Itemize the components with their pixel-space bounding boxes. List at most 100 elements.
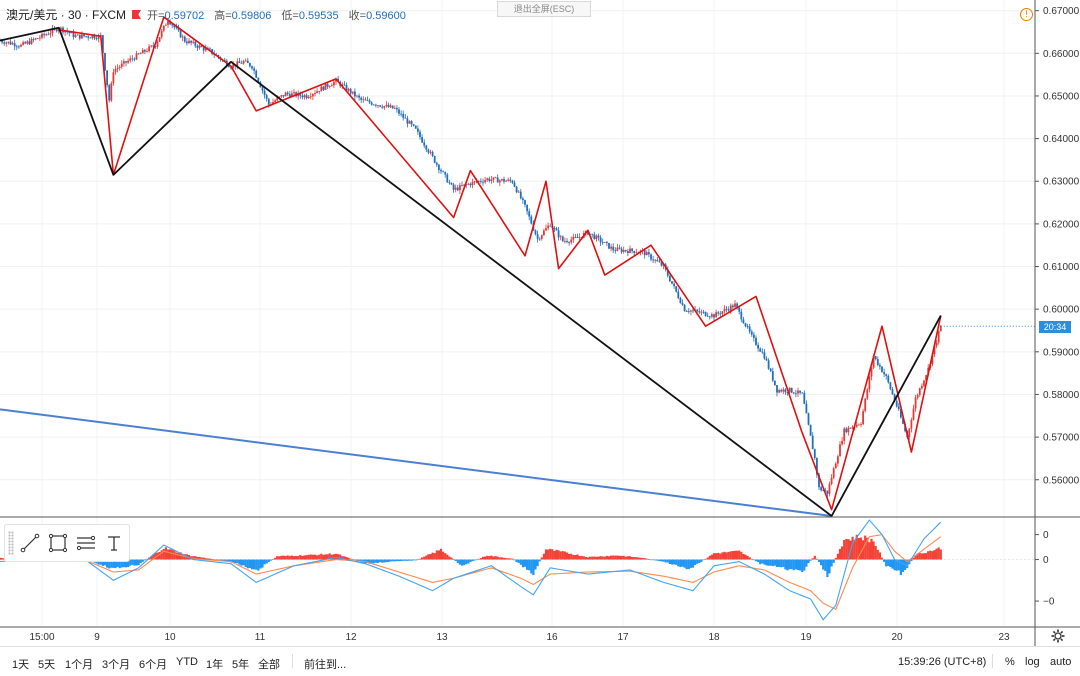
candle-body (372, 104, 375, 106)
candle-body (93, 35, 96, 39)
candle-body (423, 142, 426, 146)
macd-signal-line (0, 534, 942, 611)
candle-body (51, 28, 54, 34)
macd-histogram-bar (666, 559, 669, 563)
candle-body (7, 41, 10, 43)
flag-icon[interactable] (132, 10, 142, 19)
candle-body (494, 177, 497, 179)
candle-body (114, 69, 117, 73)
macd-histogram-bar (675, 559, 678, 565)
text-tool[interactable] (100, 529, 128, 557)
macd-y-tick-label: −0 (1043, 597, 1055, 608)
macd-histogram-bar (862, 540, 865, 560)
candle-body (5, 42, 8, 44)
macd-histogram-bar (171, 549, 174, 560)
exit-fullscreen-button[interactable]: 退出全屏(ESC) (497, 1, 591, 17)
candle-body (515, 186, 518, 193)
candle-body (750, 331, 753, 335)
macd-histogram-bar (475, 559, 478, 561)
range-1m-button[interactable]: 1个月 (65, 659, 94, 671)
candle-body (175, 27, 178, 29)
candle-body (347, 89, 350, 91)
candle-body (606, 241, 608, 243)
macd-histogram-bar (792, 559, 795, 571)
macd-histogram-bar (696, 559, 699, 564)
macd-histogram-bar (824, 559, 827, 571)
candle-body (400, 113, 402, 115)
range-ytd-button[interactable]: YTD (176, 656, 198, 668)
macd-histogram-bar (870, 538, 873, 560)
macd-histogram-bar (807, 559, 810, 564)
candle-body (797, 390, 799, 394)
range-5d-button[interactable]: 5天 (38, 659, 56, 671)
chart-area[interactable]: 0.67000 0.66000 0.65000 0.64000 0.63000 0.620… (0, 0, 1080, 646)
macd-histogram-bar (717, 552, 720, 560)
auto-toggle[interactable]: auto (1050, 656, 1072, 668)
candle-body (377, 105, 379, 107)
rectangle-tool[interactable] (44, 529, 72, 557)
candle-body (104, 52, 106, 71)
macd-histogram-bar (490, 555, 493, 560)
candle-body (755, 337, 757, 345)
candle-body (251, 66, 253, 69)
goto-date-button[interactable]: 前往到... (304, 659, 347, 671)
range-5y-button[interactable]: 5年 (232, 659, 250, 671)
drag-handle[interactable] (8, 531, 14, 555)
macd-histogram-bar (918, 552, 921, 560)
macd-histogram-bar (899, 559, 902, 576)
candle-body (729, 305, 732, 311)
trend-line-tool[interactable] (16, 529, 44, 557)
candle-body (706, 315, 709, 317)
macd-histogram-bar (223, 559, 226, 562)
candle-body (809, 424, 812, 436)
candle-body (74, 35, 77, 37)
range-all-button[interactable]: 全部 (258, 659, 280, 671)
candle-body (933, 345, 936, 355)
y-tick-label: 0.67000 (1043, 6, 1080, 17)
candle-body (125, 61, 127, 63)
fib-tool[interactable] (72, 529, 100, 557)
log-toggle[interactable]: log (1025, 656, 1040, 668)
candle-body (507, 179, 510, 181)
macd-histogram-bar (435, 550, 438, 560)
candle-body (391, 105, 394, 109)
range-1y-button[interactable]: 1年 (206, 659, 224, 671)
candle-body (393, 108, 396, 109)
macd-histogram-bar (595, 556, 598, 560)
warning-icon[interactable]: ! (1020, 8, 1033, 21)
candle-body (431, 151, 434, 157)
candle-body (129, 58, 132, 61)
candle-body (788, 387, 791, 393)
candle-body (870, 367, 873, 377)
candle-body (622, 249, 625, 252)
settings-gear-icon[interactable] (1051, 629, 1065, 643)
candle-body (509, 179, 512, 181)
candle-body (364, 99, 367, 101)
x-tick-label: 23 (998, 632, 1010, 643)
percent-toggle[interactable]: % (1005, 656, 1015, 668)
candle-body (860, 424, 862, 425)
macd-histogram-bar (750, 558, 753, 560)
candle-body (683, 304, 686, 312)
range-1d-button[interactable]: 1天 (12, 659, 30, 671)
macd-histogram-bar (809, 559, 812, 561)
macd-histogram-bar (227, 559, 230, 562)
candle-body (446, 174, 449, 183)
range-6m-button[interactable]: 6个月 (139, 659, 168, 671)
macd-histogram-bar (929, 550, 932, 560)
candle-body (614, 250, 617, 252)
range-3m-button[interactable]: 3个月 (102, 659, 131, 671)
candle-body (570, 239, 573, 243)
macd-histogram-bar (460, 559, 464, 566)
x-tick-label: 11 (255, 632, 266, 643)
macd-histogram-bar (311, 554, 314, 560)
macd-histogram-bar (500, 557, 503, 560)
macd-histogram-bar (358, 559, 361, 562)
macd-histogram-bar (412, 559, 415, 561)
trend-line-icon (20, 533, 40, 553)
candle-body (620, 248, 623, 252)
clock-timezone[interactable]: 15:39:26 (UTC+8) (898, 656, 987, 668)
candle-body (658, 261, 661, 263)
candle-body (801, 392, 804, 394)
macd-histogram-bar (836, 553, 839, 560)
